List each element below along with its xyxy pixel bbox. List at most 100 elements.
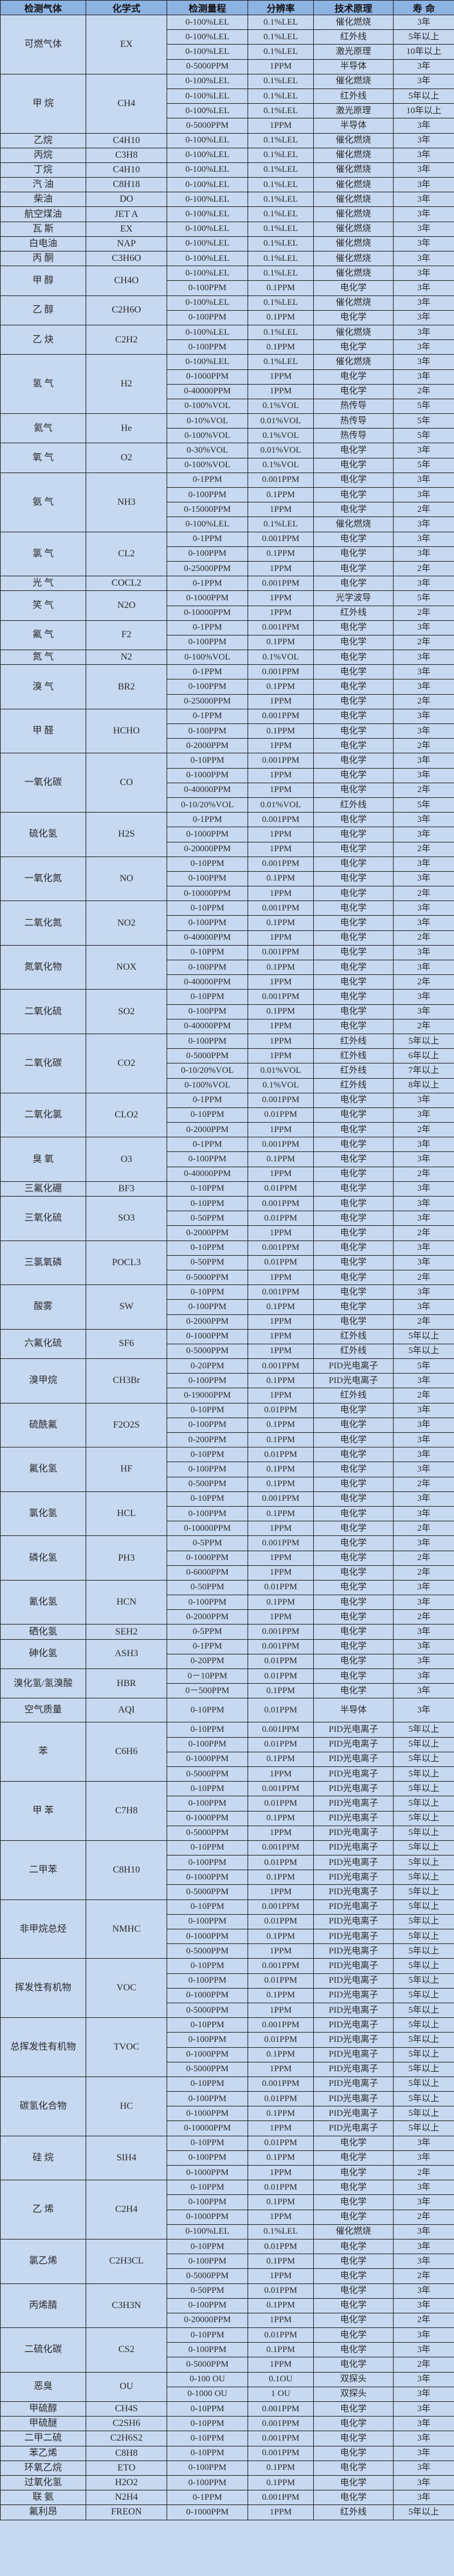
life-cell: 5年以上 <box>393 1884 454 1900</box>
resolution-cell: 1PPM <box>248 767 314 783</box>
table-row: 0-100PPM 0.1PPM 电化学 3年 <box>1 487 454 503</box>
life-cell: 2年 <box>393 1476 454 1492</box>
gas-name-cell: 酸雾 <box>0 1284 86 1330</box>
life-cell: 5年 <box>393 797 454 813</box>
principle-cell: 催化燃烧 <box>313 132 394 148</box>
life-cell: 3年 <box>393 236 454 252</box>
resolution-cell: 0.001PPM <box>248 708 314 725</box>
principle-cell: 电化学 <box>313 2209 394 2225</box>
table-row: 0-100%LEL 0.1%LEL 催化燃烧 3年 <box>1 516 454 532</box>
range-cell: 0-100%LEL <box>167 103 248 119</box>
principle-cell: 热传导 <box>313 428 394 444</box>
principle-cell: 电化学 <box>313 1255 394 1270</box>
principle-cell: PID光电离子 <box>313 1825 394 1841</box>
life-cell: 3年 <box>393 1535 454 1551</box>
principle-cell: 电化学 <box>313 2312 394 2329</box>
principle-cell: 电化学 <box>313 900 394 916</box>
life-cell: 2年 <box>393 383 454 399</box>
gas-name-cell: 氟利昂 <box>0 2504 86 2520</box>
resolution-cell: 1PPM <box>248 590 314 606</box>
formula-cell: SO3 <box>86 1196 167 1241</box>
resolution-cell: 0.1%LEL <box>248 73 314 89</box>
table-row: 柴油 DO 0-100%LEL 0.1%LEL 催化燃烧 3年 <box>0 192 454 208</box>
header-gas: 检测气体 <box>0 0 86 15</box>
range-cell: 0-100PPM <box>167 1373 248 1389</box>
principle-cell: PID光电离子 <box>313 2076 394 2092</box>
table-row: 乙 烯 C2H4 0-10PPM 0.01PPM 电化学 3年 <box>0 2180 454 2239</box>
resolution-cell: 0.1%LEL <box>248 29 314 45</box>
life-cell: 2年 <box>393 1225 454 1241</box>
resolution-cell: 1PPM <box>248 1122 314 1138</box>
resolution-cell: 0.1PPM <box>248 634 314 651</box>
table-row: 空气质量 AQI 0-10PPM 0.01PPM 半导体 3年 <box>0 1698 454 1723</box>
gas-name-cell: 环氧乙烷 <box>0 2460 86 2476</box>
formula-cell: FREON <box>86 2504 167 2520</box>
table-row: 0-1000 OU 1 OU 双探头 3年 <box>1 2386 454 2402</box>
life-cell: 2年 <box>393 2209 454 2225</box>
resolution-cell: 1PPM <box>248 2357 314 2373</box>
principle-cell: 电化学 <box>313 753 394 769</box>
life-cell: 3年 <box>393 221 454 237</box>
table-row: 一氧化碳 CO 0-10PPM 0.001PPM 电化学 3年 <box>0 753 454 813</box>
resolution-cell: 0.1%LEL <box>248 221 314 237</box>
resolution-cell: 0.01PPM <box>248 2238 314 2255</box>
resolution-cell: 0.001PPM <box>248 664 314 680</box>
formula-cell: HF <box>86 1447 167 1492</box>
resolution-cell: 0.1PPM <box>248 1417 314 1433</box>
resolution-cell: 0.1PPM <box>248 2460 314 2476</box>
resolution-cell: 0.1PPM <box>248 280 314 296</box>
life-cell: 3年 <box>393 1506 454 1522</box>
range-cell: 0-1000PPM <box>167 590 248 606</box>
formula-cell: C3H3N <box>86 2283 167 2329</box>
principle-cell: 催化燃烧 <box>313 236 394 252</box>
resolution-cell: 1PPM <box>248 2002 314 2018</box>
resolution-cell: 0.001PPM <box>248 753 314 769</box>
range-cell: 0-10PPM <box>167 1781 248 1797</box>
formula-cell: C4H10 <box>86 132 167 148</box>
formula-cell: CO2 <box>86 1033 167 1093</box>
table-row: 0-2000PPM 1PPM 电化学 2年 <box>1 1225 454 1241</box>
principle-cell: 电化学 <box>313 1417 394 1433</box>
range-cell: 0-100PPM <box>167 634 248 651</box>
table-row: 乙 炔 C2H2 0-100%LEL 0.1%LEL 催化燃烧 3年 <box>0 324 454 355</box>
table-row: 0-10000PPM 1PPM 电化学 2年 <box>1 1521 454 1537</box>
resolution-cell: 0.1%LEL <box>248 266 314 281</box>
gas-name-cell: 过氧化氢 <box>0 2475 86 2491</box>
life-cell: 5年 <box>393 413 454 429</box>
resolution-cell: 0.1%VOL <box>248 1078 314 1093</box>
table-row: 三氯氧磷 POCL3 0-10PPM 0.001PPM 电化学 3年 <box>0 1240 454 1286</box>
principle-cell: PID光电离子 <box>313 1722 394 1738</box>
principle-cell: 催化燃烧 <box>313 2224 394 2239</box>
table-row: 挥发性有机物 VOC 0-10PPM 0.001PPM PID光电离子 5年以上 <box>0 1958 454 2018</box>
principle-cell: 半导体 <box>313 118 394 134</box>
resolution-cell: 0.01PPM <box>248 2327 314 2343</box>
table-row: 0-100PPM 0.1PPM 电化学 3年 <box>1 1417 454 1433</box>
formula-cell: C2H6S2 <box>86 2431 167 2446</box>
resolution-cell: 0.001PPM <box>248 2445 314 2461</box>
life-cell: 3年 <box>393 1462 454 1477</box>
formula-cell: JET A <box>86 206 167 222</box>
formula-cell: SIH4 <box>86 2135 167 2181</box>
range-cell: 0-1PPM <box>167 1092 248 1108</box>
life-cell: 2年 <box>393 1521 454 1537</box>
gas-name-cell: 一氧化碳 <box>0 753 86 813</box>
principle-cell: PID光电离子 <box>313 2061 394 2077</box>
table-row: 0-1000PPM 0.1PPM PID光电离子 5年以上 <box>1 1870 454 1885</box>
table-row: 丙烷 C3H8 0-100%LEL 0.1%LEL 催化燃烧 3年 <box>0 147 454 163</box>
life-cell: 5年 <box>393 1358 454 1374</box>
range-cell: 0-100PPM <box>167 2254 248 2269</box>
gas-name-cell: 氧 气 <box>0 443 86 473</box>
resolution-cell: 1PPM <box>248 827 314 842</box>
resolution-cell: 0.001PPM <box>248 1840 314 1856</box>
formula-cell: H2S <box>86 812 167 857</box>
principle-cell: 电化学 <box>313 1314 394 1330</box>
principle-cell: 电化学 <box>313 1225 394 1241</box>
resolution-cell: 1PPM <box>248 782 314 798</box>
table-row: 总挥发性有机物 TVOC 0-10PPM 0.001PPM PID光电离子 5年以上 <box>0 2017 454 2077</box>
principle-cell: 电化学 <box>313 650 394 665</box>
table-row: 恶臭 OU 0-100 OU 0.1OU 双探头 3年 <box>0 2371 454 2402</box>
principle-cell: 电化学 <box>313 2401 394 2417</box>
resolution-cell: 1PPM <box>248 1033 314 1049</box>
life-cell: 3年 <box>393 1004 454 1019</box>
life-cell: 2年 <box>393 1609 454 1625</box>
